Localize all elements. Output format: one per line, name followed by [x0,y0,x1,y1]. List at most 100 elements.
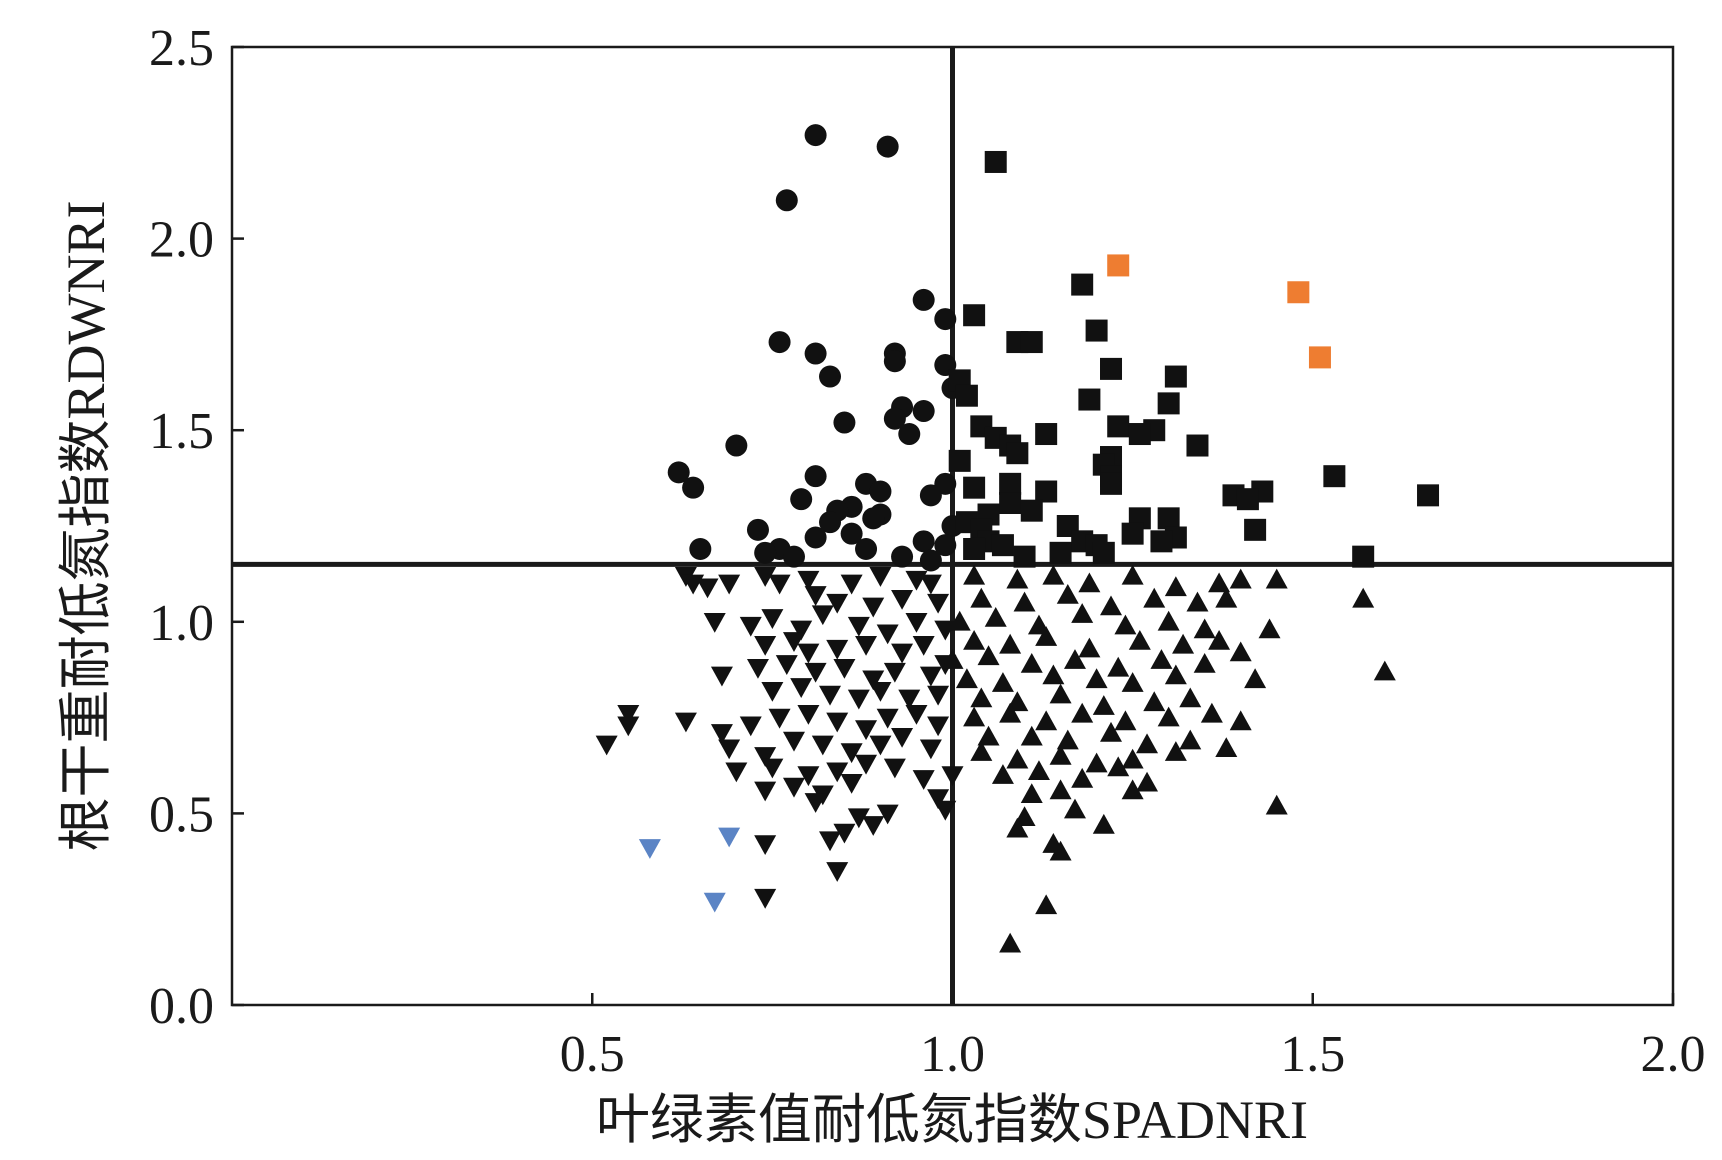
triangle-up-point [970,741,993,761]
triangle-up-point [1100,721,1123,742]
triangle-down-point [927,685,950,706]
triangle-up-point [1078,572,1101,593]
triangle-up-point [1136,771,1159,792]
circle-point [804,465,827,488]
circle-point [883,350,906,373]
triangle-up-point [1172,633,1195,654]
triangle-up-point [1121,564,1144,585]
triangle-up-point [1229,710,1252,731]
triangle-down-point [746,658,769,679]
triangle-up-point [1006,817,1029,838]
triangle-up-point [1056,583,1079,604]
circle-point [682,476,705,499]
triangle-up-point [1352,587,1375,608]
circle-point [912,288,935,311]
triangle-down-point [941,766,964,787]
triangle-down-point [710,724,733,744]
triangle-down-point [782,632,805,652]
triangle-down-point [876,708,899,729]
triangle-down-point [761,758,784,779]
y-tick-label: 2.0 [149,212,214,269]
triangle-up-point [1179,729,1202,750]
triangle-up-point [1114,614,1137,635]
triangle-up-point [1229,568,1252,589]
triangle-up-point [991,764,1014,784]
triangle-up-point [1121,779,1144,800]
square-point [1085,319,1108,342]
triangle-down-point [869,681,892,702]
circle-point [667,461,690,484]
triangle-down-point [595,735,618,756]
triangle-up-point [1265,568,1288,589]
triangle-down-point [761,609,784,629]
triangle-down-point [934,620,957,641]
circle-point [862,507,885,530]
circle-point [833,411,856,434]
triangle-down-point [804,586,827,606]
square-point [955,384,978,407]
triangle-up-point [1265,794,1288,815]
triangle-down-point [754,781,777,802]
square-point [999,492,1022,515]
triangle-up-point [1049,744,1072,765]
triangle-down-point [847,808,870,829]
triangle-down-point [790,620,813,641]
triangle-up-point [1373,660,1396,681]
triangle-down-point [905,613,928,633]
square-point [1150,530,1173,553]
y-tick-label: 1.5 [149,403,214,460]
triangle-up-point [970,687,993,708]
triangle-down-point [797,643,820,664]
square-point [1071,273,1094,296]
square-point [1107,415,1130,438]
triangle-down-point [804,662,827,683]
triangle-up-point [991,672,1014,692]
circle-point [919,549,942,572]
square-point [1352,545,1375,568]
triangle-up-point [970,587,993,608]
triangle-down-point [739,616,762,637]
triangle-up-point [1035,626,1058,646]
square-point [963,304,986,327]
triangle-up-point [977,645,1000,666]
triangle-down-point [703,892,726,913]
triangle-up-point [1208,572,1231,593]
triangle-down-point [638,839,661,859]
circle-point [912,530,935,553]
triangle-up-point [1164,664,1187,685]
triangle-up-point [1063,649,1086,669]
square-point [1157,392,1180,415]
triangle-up-point [1128,629,1151,650]
circle-point [819,511,842,534]
square-point [963,537,986,560]
triangle-up-point [999,633,1022,654]
circle-point [746,518,769,541]
circle-point [891,545,914,568]
triangle-down-point [826,639,849,660]
triangle-down-point [891,727,914,748]
triangle-down-point [768,574,791,595]
triangle-up-point [977,725,1000,746]
square-point [1035,480,1058,503]
triangle-up-point [1229,641,1252,662]
triangle-down-point [826,593,849,614]
x-tick-label: 1.0 [920,1026,985,1083]
triangle-up-point [1042,664,1065,685]
x-axis-tick-labels: 0.5 1.0 1.5 2.0 [560,1026,1706,1083]
triangle-up-point [1085,668,1108,689]
triangle-down-point [912,770,935,790]
circle-point [934,534,957,557]
triangle-down-point [876,804,899,825]
square-point [1100,472,1123,495]
triangle-up-point [1164,576,1187,597]
triangle-down-point [768,708,791,729]
triangle-down-point [782,731,805,752]
square-point [984,150,1007,173]
circle-point [898,423,921,446]
triangle-down-point [826,862,849,882]
triangle-down-point [718,574,741,595]
circle-point [790,488,813,511]
triangle-up-point [1136,733,1159,754]
triangle-down-point [876,624,899,645]
triangle-up-point [955,668,978,689]
